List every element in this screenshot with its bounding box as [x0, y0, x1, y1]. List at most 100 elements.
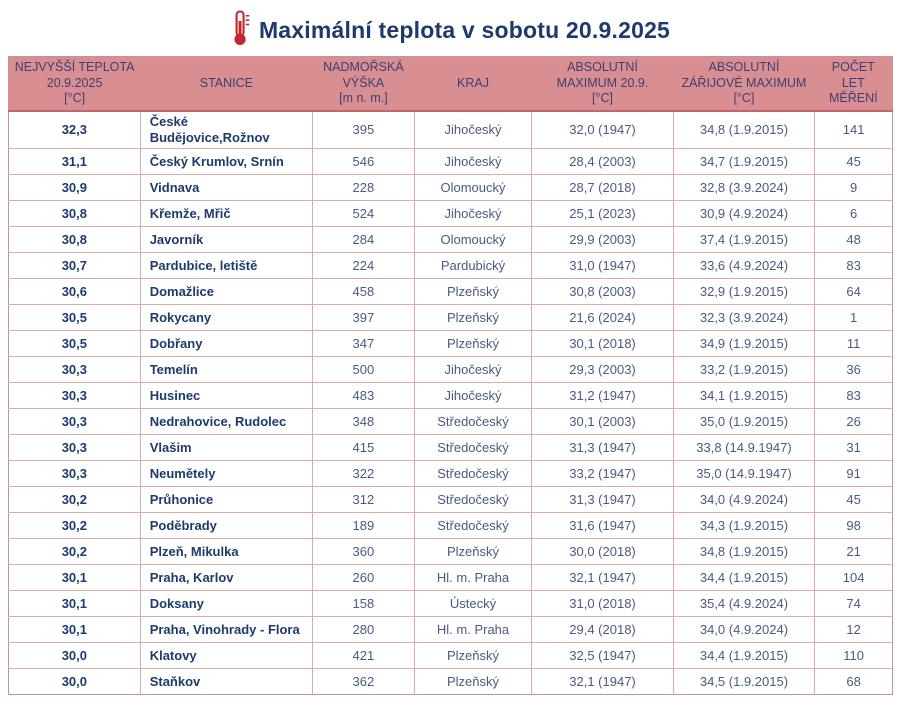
column-header-abs_max_september: ABSOLUTNÍ ZÁŘIJOVÉ MAXIMUM [°C]: [673, 56, 815, 112]
cell-temperature: 30,7: [8, 252, 141, 280]
cell-abs_max_209: 28,4 (2003): [531, 148, 674, 176]
table-row: 30,0 Staňkov 362 Plzeňský 32,1 (1947) 34,5 (1…: [8, 668, 893, 696]
cell-station: Rokycany: [139, 304, 314, 332]
cell-abs_max_september: 34,5 (1.9.2015): [672, 668, 816, 696]
cell-years_measured: 12: [814, 616, 893, 644]
cell-station: Plzeň, Mikulka: [139, 538, 314, 566]
cell-station: Český Krumlov, Srnín: [139, 148, 314, 176]
cell-abs_max_september: 34,9 (1.9.2015): [672, 330, 816, 358]
cell-temperature: 30,3: [8, 434, 141, 462]
cell-abs_max_september: 35,4 (4.9.2024): [672, 590, 816, 618]
cell-temperature: 30,2: [8, 486, 141, 514]
cell-temperature: 30,6: [8, 278, 141, 306]
cell-years_measured: 11: [814, 330, 893, 358]
cell-abs_max_209: 30,1 (2003): [531, 408, 674, 436]
cell-station: Poděbrady: [139, 512, 314, 540]
table-row: 30,2 Plzeň, Mikulka 360 Plzeňský 30,0 (2018)…: [8, 538, 893, 566]
cell-abs_max_september: 34,4 (1.9.2015): [672, 564, 816, 592]
cell-temperature: 30,8: [8, 200, 141, 228]
cell-years_measured: 26: [814, 408, 893, 436]
cell-elevation: 458: [312, 278, 415, 306]
cell-elevation: 397: [312, 304, 415, 332]
cell-years_measured: 31: [814, 434, 893, 462]
cell-abs_max_209: 31,2 (1947): [531, 382, 674, 410]
cell-abs_max_september: 34,1 (1.9.2015): [672, 382, 816, 410]
table-row: 30,3 Temelín 500 Jihočeský 29,3 (2003) 33,2 (…: [8, 356, 893, 384]
cell-elevation: 415: [312, 434, 415, 462]
cell-temperature: 30,1: [8, 590, 141, 618]
table-container: NEJVYŠŠÍ TEPLOTA 20.9.2025 [°C] STANICE NA…: [0, 56, 900, 696]
cell-temperature: 30,5: [8, 330, 141, 358]
cell-station: Neumětely: [139, 460, 314, 488]
header-row: NEJVYŠŠÍ TEPLOTA 20.9.2025 [°C] STANICE NA…: [8, 56, 893, 112]
cell-years_measured: 36: [814, 356, 893, 384]
temperature-table: NEJVYŠŠÍ TEPLOTA 20.9.2025 [°C] STANICE NA…: [8, 56, 893, 696]
cell-years_measured: 83: [814, 252, 893, 280]
table-row: 30,3 Nedrahovice, Rudolec 348 Středočeský 30…: [8, 408, 893, 436]
cell-years_measured: 104: [814, 564, 893, 592]
cell-abs_max_september: 37,4 (1.9.2015): [672, 226, 816, 254]
cell-years_measured: 6: [814, 200, 893, 228]
cell-elevation: 260: [312, 564, 415, 592]
cell-station: Vlašim: [139, 434, 314, 462]
cell-region: Plzeňský: [413, 278, 533, 306]
column-header-elevation: NADMOŘSKÁ VÝŠKA [m n. m.]: [312, 56, 415, 112]
cell-temperature: 30,3: [8, 356, 141, 384]
cell-region: Středočeský: [413, 408, 533, 436]
cell-years_measured: 1: [814, 304, 893, 332]
table-body: 32,3 České Budějovice,Rožnov 395 Jihočeský 3…: [8, 110, 893, 696]
cell-elevation: 524: [312, 200, 415, 228]
cell-temperature: 32,3: [8, 110, 141, 150]
column-header-station: STANICE: [140, 56, 313, 112]
cell-temperature: 30,8: [8, 226, 141, 254]
table-row: 30,6 Domažlice 458 Plzeňský 30,8 (2003) 32,9 …: [8, 278, 893, 306]
cell-region: Jihočeský: [413, 148, 533, 176]
cell-temperature: 30,3: [8, 408, 141, 436]
cell-years_measured: 110: [814, 642, 893, 670]
cell-abs_max_september: 34,0 (4.9.2024): [672, 486, 816, 514]
cell-region: Jihočeský: [413, 110, 533, 150]
table-row: 30,1 Doksany 158 Ústecký 31,0 (2018) 35,4 (4.…: [8, 590, 893, 618]
cell-abs_max_209: 21,6 (2024): [531, 304, 674, 332]
cell-temperature: 30,3: [8, 382, 141, 410]
cell-years_measured: 91: [814, 460, 893, 488]
cell-abs_max_209: 32,5 (1947): [531, 642, 674, 670]
cell-region: Středočeský: [413, 512, 533, 540]
cell-elevation: 348: [312, 408, 415, 436]
cell-temperature: 30,2: [8, 512, 141, 540]
cell-years_measured: 45: [814, 148, 893, 176]
cell-elevation: 347: [312, 330, 415, 358]
cell-abs_max_september: 34,8 (1.9.2015): [672, 538, 816, 566]
cell-abs_max_209: 29,4 (2018): [531, 616, 674, 644]
cell-years_measured: 9: [814, 174, 893, 202]
table-row: 30,2 Průhonice 312 Středočeský 31,3 (1947) 34…: [8, 486, 893, 514]
cell-abs_max_209: 31,0 (2018): [531, 590, 674, 618]
cell-years_measured: 74: [814, 590, 893, 618]
cell-region: Plzeňský: [413, 304, 533, 332]
cell-elevation: 228: [312, 174, 415, 202]
cell-abs_max_september: 35,0 (14.9.1947): [672, 460, 816, 488]
cell-station: Domažlice: [139, 278, 314, 306]
page-title: Maximální teplota v sobotu 20.9.2025: [258, 16, 671, 43]
cell-station: České Budějovice,Rožnov: [139, 110, 314, 150]
cell-abs_max_september: 34,4 (1.9.2015): [672, 642, 816, 670]
cell-temperature: 31,1: [8, 148, 141, 176]
cell-abs_max_209: 31,0 (1947): [531, 252, 674, 280]
cell-elevation: 500: [312, 356, 415, 384]
cell-abs_max_209: 31,3 (1947): [531, 486, 674, 514]
cell-station: Průhonice: [139, 486, 314, 514]
cell-abs_max_209: 31,6 (1947): [531, 512, 674, 540]
cell-temperature: 30,0: [8, 642, 141, 670]
cell-abs_max_209: 31,3 (1947): [531, 434, 674, 462]
cell-region: Olomoucký: [413, 226, 533, 254]
cell-abs_max_september: 34,7 (1.9.2015): [672, 148, 816, 176]
cell-region: Olomoucký: [413, 174, 533, 202]
cell-station: Dobřany: [139, 330, 314, 358]
table-row: 30,2 Poděbrady 189 Středočeský 31,6 (1947) 34…: [8, 512, 893, 540]
cell-elevation: 421: [312, 642, 415, 670]
column-header-region: KRAJ: [414, 56, 532, 112]
cell-abs_max_september: 32,3 (3.9.2024): [672, 304, 816, 332]
cell-abs_max_september: 32,8 (3.9.2024): [672, 174, 816, 202]
cell-years_measured: 21: [814, 538, 893, 566]
table-row: 30,3 Vlašim 415 Středočeský 31,3 (1947) 33,8 …: [8, 434, 893, 462]
